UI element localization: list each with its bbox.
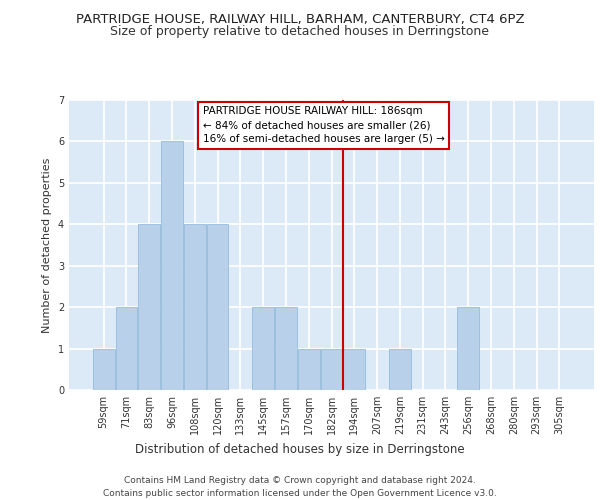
Bar [389, 348, 410, 390]
Bar [457, 307, 479, 390]
Text: PARTRIDGE HOUSE RAILWAY HILL: 186sqm
← 84% of detached houses are smaller (26)
1: PARTRIDGE HOUSE RAILWAY HILL: 186sqm ← 8… [203, 106, 445, 144]
Text: Contains HM Land Registry data © Crown copyright and database right 2024.: Contains HM Land Registry data © Crown c… [124, 476, 476, 485]
Bar [139, 224, 160, 390]
Bar [253, 307, 274, 390]
Bar [343, 348, 365, 390]
Bar [161, 142, 183, 390]
Bar [116, 307, 137, 390]
Bar [298, 348, 320, 390]
Y-axis label: Number of detached properties: Number of detached properties [43, 158, 52, 332]
Bar [320, 348, 343, 390]
Text: Contains public sector information licensed under the Open Government Licence v3: Contains public sector information licen… [103, 489, 497, 498]
Text: Distribution of detached houses by size in Derringstone: Distribution of detached houses by size … [135, 442, 465, 456]
Bar [207, 224, 229, 390]
Bar [184, 224, 206, 390]
Bar [275, 307, 297, 390]
Text: PARTRIDGE HOUSE, RAILWAY HILL, BARHAM, CANTERBURY, CT4 6PZ: PARTRIDGE HOUSE, RAILWAY HILL, BARHAM, C… [76, 12, 524, 26]
Text: Size of property relative to detached houses in Derringstone: Size of property relative to detached ho… [110, 25, 490, 38]
Bar [93, 348, 115, 390]
